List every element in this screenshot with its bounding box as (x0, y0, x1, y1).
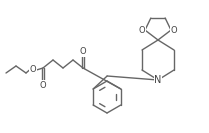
Text: O: O (171, 26, 177, 35)
Text: O: O (139, 26, 145, 35)
Text: O: O (30, 65, 36, 74)
Text: O: O (40, 80, 46, 90)
Text: N: N (154, 75, 162, 85)
Text: O: O (80, 47, 86, 57)
